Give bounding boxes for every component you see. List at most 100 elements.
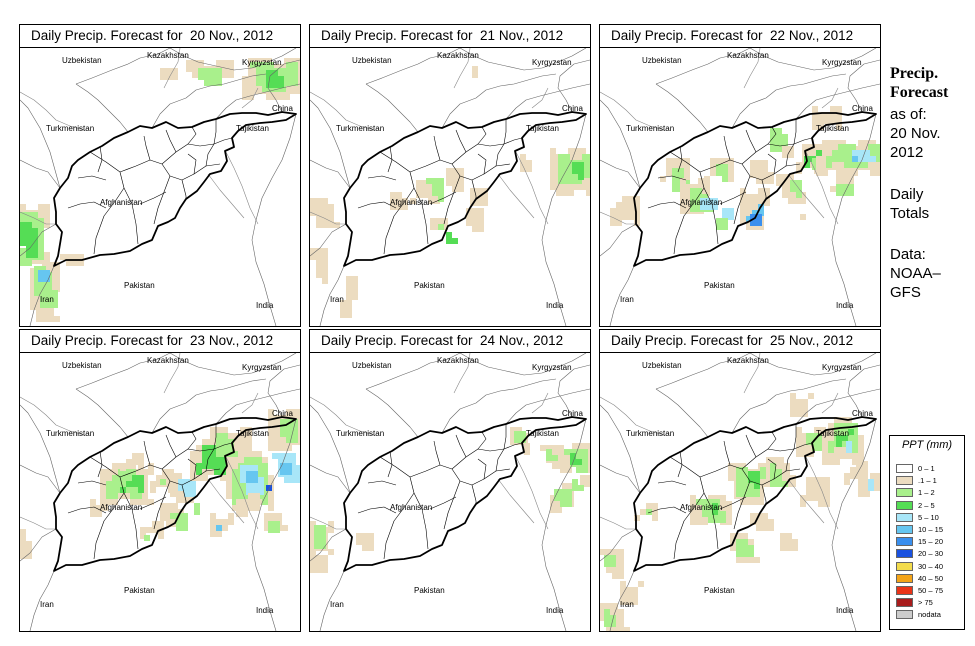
precip-cell (208, 445, 214, 451)
precip-cell (842, 435, 848, 441)
precip-cell (106, 493, 112, 499)
precip-cell (634, 208, 640, 214)
sidebar-asof-line1: as of: (890, 106, 927, 123)
precip-cell (266, 58, 272, 64)
precip-cell (346, 276, 352, 282)
precip-cell (510, 433, 516, 439)
province-border (503, 424, 507, 450)
precip-cell (476, 188, 482, 194)
map-label-turkmenistan: Turkmenistan (46, 429, 95, 438)
province-border (785, 448, 795, 472)
precip-cell (316, 248, 322, 254)
precip-cell (742, 545, 748, 551)
precip-cell (712, 503, 718, 509)
precip-cell (210, 519, 216, 525)
precip-cell (246, 483, 252, 489)
afghanistan-border (633, 416, 877, 572)
precip-cell (248, 499, 254, 505)
legend-swatch (896, 464, 913, 473)
river-line (241, 87, 259, 109)
precip-cell (870, 140, 876, 146)
precip-cell (310, 198, 316, 204)
precip-cell (740, 194, 746, 200)
precip-cell (840, 429, 846, 435)
province-border (647, 506, 687, 514)
precip-cell (314, 537, 320, 543)
map-label-iran: Iran (620, 600, 634, 609)
precip-cell (632, 593, 638, 599)
precip-map-graphic (600, 353, 880, 631)
precip-cell (612, 603, 618, 609)
precip-cell (182, 497, 188, 503)
country-border (215, 83, 300, 120)
precip-cell (726, 507, 732, 513)
precip-cell (48, 268, 54, 274)
precip-cell (566, 495, 572, 501)
precip-cell (198, 68, 204, 74)
precip-cell (446, 238, 452, 244)
precip-cell (166, 509, 172, 515)
precip-cell (214, 469, 220, 475)
precip-cell (862, 461, 868, 467)
precip-cell (828, 459, 834, 465)
precip-cell (272, 64, 278, 70)
precip-cell (836, 118, 842, 124)
precip-cell (808, 162, 814, 168)
precip-cell (190, 457, 196, 463)
precip-cell (690, 507, 696, 513)
precip-cell (622, 208, 628, 214)
precip-cell (796, 427, 802, 433)
precip-cell (720, 517, 726, 523)
precip-cell (26, 212, 32, 218)
province-border (199, 442, 233, 452)
precip-cell (20, 248, 26, 254)
precip-cell (762, 160, 768, 166)
precip-cell (286, 425, 292, 431)
precip-cell (108, 499, 114, 505)
river-line (805, 151, 839, 225)
country-border (749, 353, 877, 376)
precip-cell (818, 445, 824, 451)
precip-cell (578, 174, 584, 180)
precip-cell (740, 206, 746, 212)
precip-cell (368, 545, 374, 551)
precip-cell (586, 190, 590, 196)
precip-cell (202, 475, 208, 481)
precip-cell (868, 144, 874, 150)
precip-cell (226, 463, 232, 469)
map-label-kazakhstan: Kazakhstan (437, 356, 479, 365)
precip-cell (660, 176, 666, 182)
precip-cell (652, 503, 658, 509)
precip-cell (210, 525, 216, 531)
precip-cell (588, 172, 590, 178)
precip-cell (328, 210, 334, 216)
precip-cell (626, 587, 632, 593)
precip-cell (812, 118, 818, 124)
map-label-uzbekistan: Uzbekistan (352, 56, 392, 65)
precip-cell (316, 555, 322, 561)
precip-cell (652, 509, 658, 515)
precip-cell (160, 68, 166, 74)
precip-cell (210, 80, 216, 86)
precip-cell (846, 441, 852, 447)
precip-cell (290, 459, 296, 465)
sidebar-daily-line2: Totals (890, 205, 930, 222)
precip-cell (290, 58, 296, 64)
precip-cell (706, 198, 712, 204)
precip-cell (846, 435, 852, 441)
precip-cell (422, 192, 428, 198)
precip-cell (292, 80, 298, 86)
precip-cell (870, 170, 876, 176)
precip-cell (32, 212, 38, 218)
country-border (310, 464, 351, 494)
precip-cell (156, 475, 162, 481)
precip-cell (852, 156, 858, 162)
legend-swatch (896, 476, 913, 486)
precip-cell (292, 425, 298, 431)
precip-cell (316, 198, 322, 204)
precip-cell (328, 527, 334, 533)
precip-cell (762, 525, 768, 531)
precip-cell (280, 419, 286, 425)
precip-cell (756, 519, 762, 525)
precip-cell (834, 140, 840, 146)
